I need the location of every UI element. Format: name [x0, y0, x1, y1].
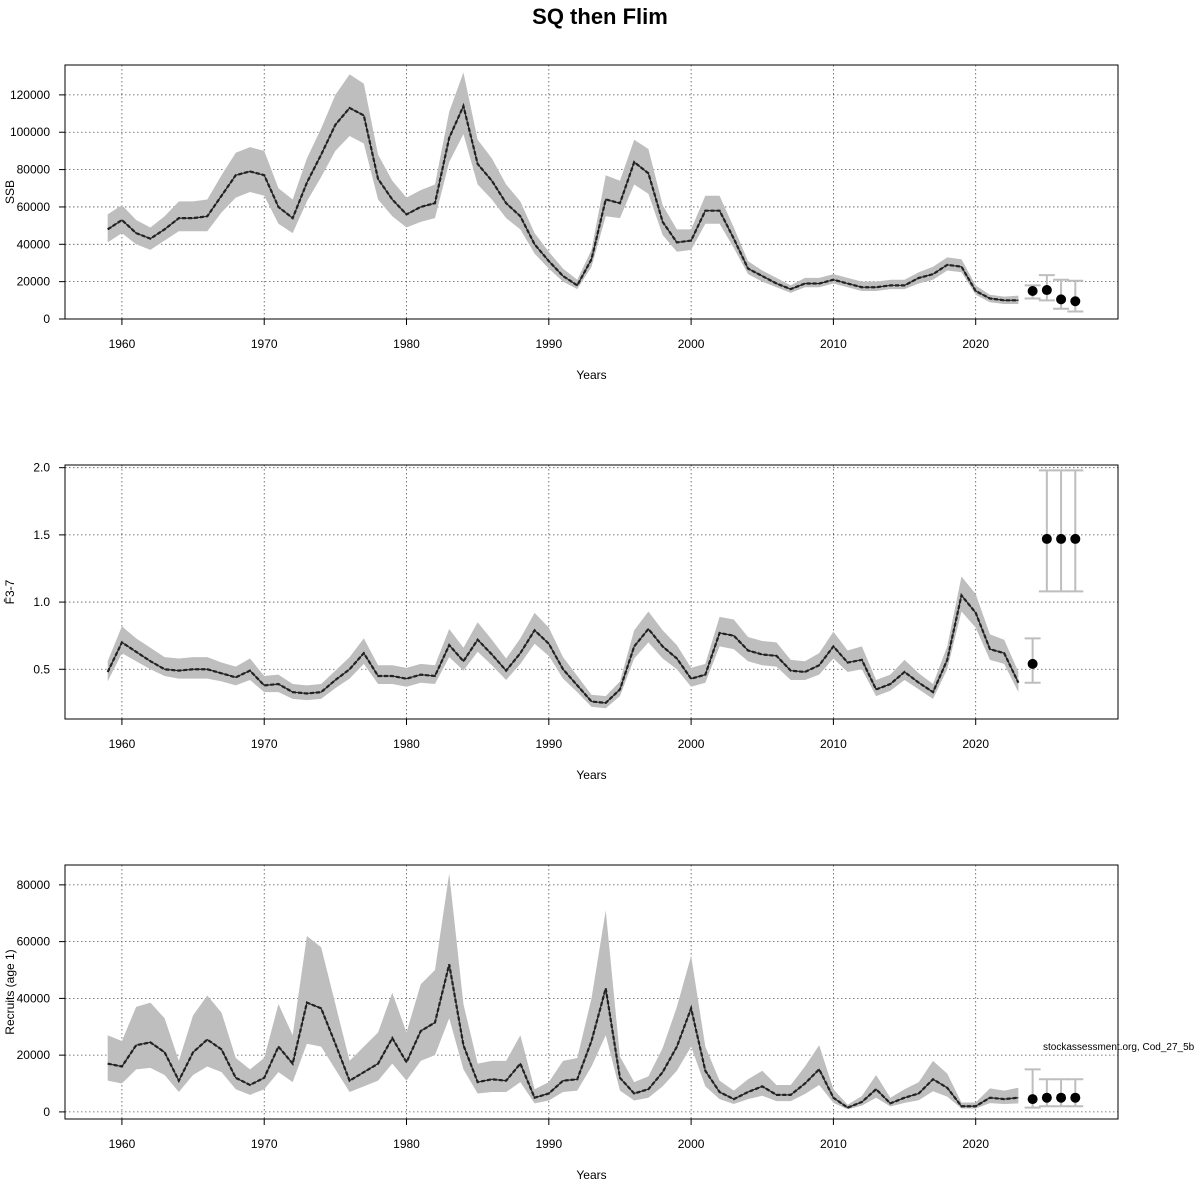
ssb-forecast-point — [1041, 285, 1052, 296]
recruitment-panel: 1960 1970 1980 1990 2000 2010 2020 0 20000 40000 6… — [3, 864, 1119, 1182]
fbar-y-tick-label: 2.0 — [33, 461, 50, 475]
fbar-x-tick-label: 2020 — [962, 737, 989, 751]
fbar-confidence-band — [107, 576, 1019, 709]
fbar-forecast-point — [1070, 533, 1081, 544]
ssb-y-tick-label: 100000 — [10, 125, 50, 139]
recruits-x-axis-label: Years — [576, 1168, 606, 1182]
fbar-y-axis-label: F̄3-7 — [3, 579, 17, 604]
recruits-x-tick-label: 1960 — [109, 1137, 136, 1151]
recruits-forecast-point — [1056, 1092, 1067, 1103]
ssb-x-axis-label: Years — [576, 368, 606, 382]
recruits-forecast-point — [1041, 1092, 1052, 1103]
recruits-forecast-point — [1027, 1094, 1038, 1105]
ssb-x-tick-label: 2010 — [820, 337, 847, 351]
ssb-y-axis-label: SSB — [3, 180, 17, 204]
ssb-x-tick-label: 1980 — [393, 337, 420, 351]
ssb-x-tick-label: 1960 — [109, 337, 136, 351]
ssb-y-tick-label: 0 — [43, 312, 50, 326]
fbar-plot-frame — [64, 464, 1119, 720]
ssb-x-tick-label: 1990 — [535, 337, 562, 351]
fbar-y-tick-label: 1.5 — [33, 528, 50, 542]
fbar-y-tick-label: 1.0 — [33, 595, 50, 609]
fbar-estimate-line-core — [107, 594, 1019, 704]
fbar-forecast-point — [1041, 533, 1052, 544]
recruits-y-tick-label: 20000 — [17, 1048, 51, 1062]
fbar-x-tick-label: 1990 — [535, 737, 562, 751]
ssb-estimate-line-core — [107, 104, 1019, 301]
fbar-y-tick-label: 0.5 — [33, 662, 50, 676]
ssb-plot-frame — [64, 64, 1119, 320]
recruits-y-tick-label: 80000 — [17, 878, 51, 892]
recruits-y-tick-label: 0 — [43, 1105, 50, 1119]
fbar-x-tick-label: 1970 — [251, 737, 278, 751]
ssb-confidence-band — [107, 72, 1019, 305]
ssb-y-tick-label: 20000 — [17, 275, 51, 289]
recruits-estimate-line-core — [107, 964, 1019, 1109]
recruits-forecast-point — [1070, 1092, 1081, 1103]
recruits-x-tick-label: 1980 — [393, 1137, 420, 1151]
recruits-y-axis-label: Recruits (age 1) — [3, 949, 17, 1034]
recruits-plot-frame — [64, 864, 1119, 1120]
ssb-forecast-point — [1070, 296, 1081, 307]
figure-title: SQ then Flim — [532, 4, 668, 29]
ssb-y-tick-label: 80000 — [17, 163, 51, 177]
recruits-confidence-band — [107, 873, 1019, 1110]
recruits-x-tick-label: 2020 — [962, 1137, 989, 1151]
ssb-y-tick-label: 60000 — [17, 200, 51, 214]
ssb-forecast-point — [1056, 294, 1067, 305]
credit-text: stockassessment.org, Cod_27_5b — [1043, 1042, 1195, 1053]
fbar-forecast-point — [1027, 658, 1038, 669]
fbar-x-axis-label: Years — [576, 768, 606, 782]
recruits-y-tick-label: 40000 — [17, 991, 51, 1005]
ssb-x-tick-label: 1970 — [251, 337, 278, 351]
ssb-x-tick-label: 2000 — [678, 337, 705, 351]
ssb-y-tick-label: 40000 — [17, 237, 51, 251]
ssb-panel: 1960 1970 1980 1990 2000 2010 2020 0 20000 40000 6… — [3, 64, 1119, 382]
fbar-x-tick-label: 2010 — [820, 737, 847, 751]
fbar-x-tick-label: 2000 — [678, 737, 705, 751]
recruits-x-tick-label: 1970 — [251, 1137, 278, 1151]
ssb-x-tick-label: 2020 — [962, 337, 989, 351]
recruits-x-tick-label: 2010 — [820, 1137, 847, 1151]
fbar-x-tick-label: 1980 — [393, 737, 420, 751]
fbar-x-tick-label: 1960 — [109, 737, 136, 751]
recruits-x-tick-label: 1990 — [535, 1137, 562, 1151]
recruits-x-tick-label: 2000 — [678, 1137, 705, 1151]
ssb-forecast-point — [1027, 285, 1038, 296]
fbar-forecast-point — [1056, 533, 1067, 544]
recruits-y-tick-label: 60000 — [17, 935, 51, 949]
ssb-y-tick-label: 120000 — [10, 88, 50, 102]
fishing-mortality-panel: 1960 1970 1980 1990 2000 2010 2020 0.5 1.0 1.5 2.0… — [3, 461, 1119, 782]
